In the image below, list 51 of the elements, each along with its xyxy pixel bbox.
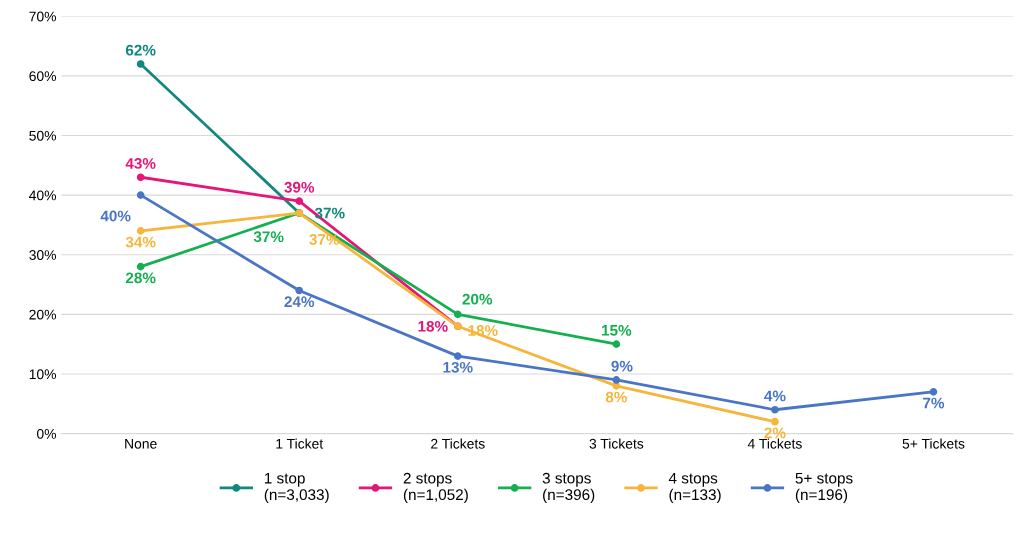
- x-tick-label: 4 Tickets: [747, 438, 802, 449]
- data-label: 13%: [443, 361, 473, 373]
- y-tick-label: 40%: [29, 190, 57, 201]
- point: [136, 262, 145, 271]
- point: [771, 417, 779, 426]
- data-label: 39%: [284, 181, 315, 193]
- data-label: 20%: [462, 293, 493, 305]
- y-tick-label: 20%: [29, 309, 57, 320]
- data-label: 8%: [605, 391, 627, 403]
- data-label: 15%: [602, 324, 632, 336]
- point: [136, 191, 145, 199]
- point: [136, 173, 145, 182]
- point: [136, 60, 145, 68]
- legend-label: 5+ stops (n=196): [795, 472, 853, 504]
- y-tick-label: 50%: [29, 130, 57, 141]
- legend-label: 1 stop (n=3,033): [264, 472, 329, 504]
- x-tick-label: 5+ Tickets: [902, 438, 965, 449]
- point: [453, 310, 462, 319]
- legend-label: 2 stops (n=1,052): [403, 472, 468, 504]
- data-label: 7%: [923, 397, 945, 409]
- data-label: 34%: [125, 236, 156, 248]
- point: [612, 340, 621, 348]
- y-tick-label: 70%: [29, 11, 57, 22]
- point: [929, 388, 938, 396]
- point: [295, 286, 304, 295]
- x-tick-label: None: [125, 438, 157, 449]
- data-label: 40%: [100, 210, 131, 222]
- x-tick-label: 2 Tickets: [431, 438, 485, 449]
- data-label: 37%: [253, 231, 284, 243]
- y-tick-label: 60%: [29, 71, 57, 82]
- data-label: 28%: [125, 272, 156, 284]
- y-tick-label: 10%: [29, 369, 57, 380]
- legend-label: 4 stops (n=133): [668, 472, 721, 504]
- data-label: 43%: [125, 158, 156, 169]
- x-tick-label: 1 Ticket: [276, 438, 324, 449]
- data-label: 4%: [764, 390, 786, 402]
- data-label: 2%: [764, 427, 786, 439]
- point: [453, 352, 462, 360]
- x-tick-label: 3 Tickets: [589, 438, 644, 449]
- point: [136, 227, 145, 235]
- y-tick-label: 0%: [36, 428, 57, 439]
- data-label: 18%: [418, 320, 448, 332]
- y-tick-label: 30%: [29, 250, 57, 260]
- data-label: 24%: [284, 296, 315, 308]
- point: [295, 197, 304, 205]
- data-label: 62%: [125, 44, 156, 56]
- legend-label: 3 stops (n=396): [542, 472, 595, 504]
- data-label: 9%: [611, 360, 633, 372]
- point: [771, 405, 779, 414]
- point: [612, 376, 621, 384]
- data-label: 37%: [314, 207, 345, 219]
